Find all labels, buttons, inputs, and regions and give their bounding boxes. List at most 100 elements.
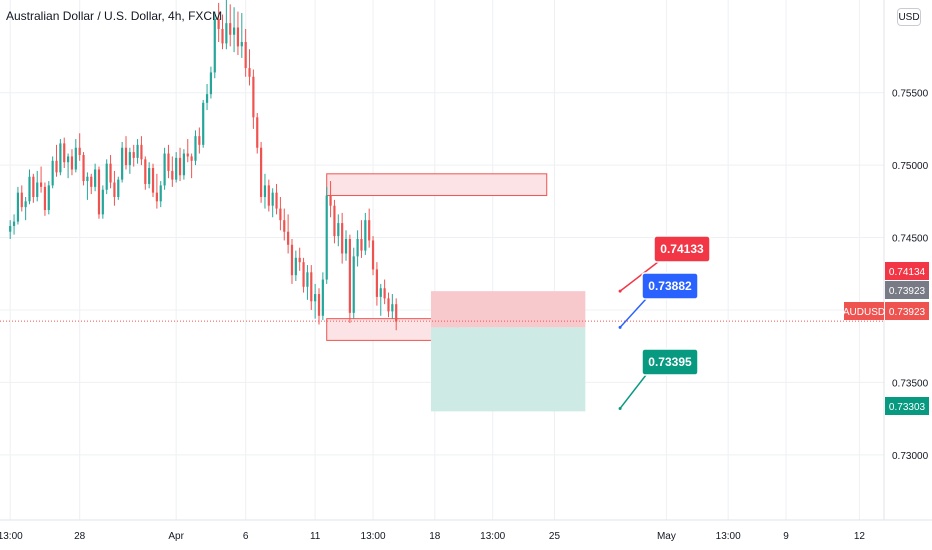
candle-body	[379, 288, 382, 297]
time-tick-label: 18	[429, 531, 441, 542]
candle-body	[395, 304, 398, 322]
time-tick-label: 13:00	[361, 531, 386, 542]
candle-body	[186, 153, 189, 157]
candle-body	[36, 182, 39, 197]
callout-text: 0.73395	[648, 355, 692, 369]
candle-body	[267, 185, 270, 206]
price-callouts[interactable]: 0.74133 0.73882 0.73395	[618, 235, 711, 410]
candle-body	[298, 257, 301, 263]
last-price-gray-label: 0.73923	[885, 281, 929, 299]
candle-body	[171, 170, 174, 180]
candle-body	[121, 147, 124, 180]
candle-body	[283, 220, 286, 232]
candle-body	[178, 157, 182, 176]
candle-body	[51, 160, 54, 186]
drawing-zones[interactable]	[326, 173, 586, 412]
price-tag-bg	[885, 302, 929, 320]
candle-body	[82, 154, 85, 182]
callout-pointer	[619, 374, 647, 409]
candle-body	[167, 153, 170, 171]
candle-body	[117, 179, 120, 197]
stop-zone	[430, 291, 586, 328]
candle-body	[333, 205, 336, 237]
candle-body	[221, 28, 224, 44]
candle-body	[140, 144, 143, 160]
candle-body	[74, 147, 77, 170]
callout-anchor	[618, 289, 622, 293]
candle-body	[348, 238, 351, 313]
resistance-zone	[326, 173, 548, 197]
candle-body	[128, 152, 131, 166]
price-tag-bg	[885, 281, 929, 299]
candle-body	[59, 143, 62, 173]
symbol-tag-text: AUDUSD	[843, 307, 885, 318]
price-tick-label: 0.75500	[892, 89, 929, 100]
callout-box	[641, 348, 699, 376]
stop-callout[interactable]: 0.74133	[618, 235, 711, 293]
candle-body	[263, 185, 267, 197]
candle-body	[205, 94, 209, 103]
price-axis-bg[interactable]	[884, 0, 932, 520]
audusd-symbol-label: AUDUSD 0.73923	[843, 302, 929, 320]
candle-body	[337, 223, 340, 237]
candle-body	[275, 192, 278, 209]
price-axis-labels: 0.74134 0.73923 AUDUSD 0.73923 0.73303	[843, 262, 929, 415]
time-tick-label: 13:00	[716, 531, 741, 542]
candle-body	[310, 272, 313, 302]
candle-body	[70, 156, 74, 170]
candle-body	[321, 279, 324, 316]
candle-body	[368, 220, 371, 241]
candle-body	[356, 238, 359, 257]
candle-body	[383, 288, 386, 299]
callout-pointer	[619, 261, 659, 292]
candle-body	[198, 136, 201, 145]
candle-body	[20, 192, 23, 208]
price-tick-label: 0.73500	[892, 378, 929, 389]
callout-box	[653, 235, 711, 263]
candle-body	[32, 176, 35, 197]
candle-body	[148, 168, 151, 184]
candle-body	[325, 195, 328, 280]
price-tag-bg	[885, 397, 929, 415]
candle-body	[190, 156, 193, 161]
candle-body	[9, 225, 12, 232]
candle-body	[352, 256, 355, 313]
candle-body	[329, 195, 332, 206]
price-tick-label: 0.73000	[892, 451, 929, 462]
candle-body	[97, 169, 101, 215]
candle-body	[182, 153, 185, 176]
candle-body	[236, 27, 240, 47]
price-tick-label: 0.75000	[892, 161, 929, 172]
price-tag-text: 0.73303	[889, 402, 926, 413]
currency-button[interactable]: USD	[897, 8, 921, 26]
candle-body	[28, 176, 31, 202]
candle-body	[287, 231, 290, 245]
time-tick-label: 11	[310, 531, 321, 542]
callout-anchor	[618, 325, 622, 329]
time-axis-ticks[interactable]: 13:00 28 Apr 6 11 13:00 18 13:00 25 May 13:00 9 12	[0, 531, 865, 542]
candle-body	[101, 189, 104, 215]
candle-body	[124, 147, 128, 166]
candle-body	[217, 18, 220, 29]
candle-body	[364, 220, 367, 251]
target-price-label: 0.73303	[885, 397, 929, 415]
time-tick-label: 13:00	[480, 531, 505, 542]
candle-body	[94, 169, 97, 187]
price-tag-bg	[885, 262, 929, 280]
entry-callout[interactable]: 0.73882	[618, 272, 699, 329]
candle-body	[151, 168, 155, 193]
candle-body	[113, 182, 116, 197]
symbol-tag-bg	[844, 302, 884, 320]
target-callout[interactable]: 0.73395	[618, 348, 699, 410]
candle-body	[16, 192, 20, 222]
price-tick-label: 0.74500	[892, 234, 929, 245]
candle-body	[256, 117, 259, 148]
candle-body	[232, 27, 236, 35]
time-tick-label: 9	[783, 531, 789, 542]
candle-body	[155, 192, 158, 202]
candle-body	[55, 160, 58, 173]
candle-body	[294, 257, 297, 276]
time-tick-label: 28	[74, 531, 86, 542]
candle-body	[63, 143, 66, 163]
